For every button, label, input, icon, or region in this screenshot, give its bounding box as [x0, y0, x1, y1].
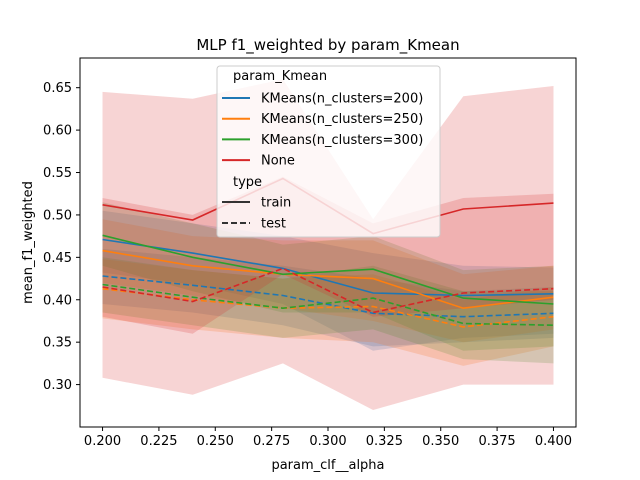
series-line-1 [102, 275, 554, 318]
legend-style-label: train [261, 196, 291, 211]
legend-box [216, 65, 441, 238]
x-tick-label: 0.400 [535, 434, 572, 449]
series-line-2 [102, 249, 554, 310]
band-1 [102, 248, 554, 347]
legend: param_Kmean KMeans(n_clusters=200) KMeans(… [216, 65, 441, 238]
x-tick-label: 0.250 [197, 434, 234, 449]
band-7 [102, 176, 554, 410]
band-3 [102, 259, 554, 366]
legend-label: KMeans(n_clusters=200) [261, 92, 423, 107]
legend-label: None [261, 154, 295, 169]
y-tick-label: 0.35 [43, 336, 72, 351]
series-line-0 [102, 238, 554, 297]
series-line-7 [102, 267, 554, 314]
x-tick-label: 0.225 [140, 434, 177, 449]
y-tick-label: 0.60 [43, 124, 72, 139]
series-line-3 [102, 287, 554, 328]
chart-title: MLP f1_weighted by param_Kmean [196, 36, 459, 55]
x-axis-label: param_clf__alpha [271, 458, 384, 473]
series-lines [102, 177, 554, 328]
y-tick-label: 0.45 [43, 251, 72, 266]
legend-hue-title: param_Kmean [233, 69, 327, 84]
y-tick-label: 0.55 [43, 166, 72, 181]
y-tick-label: 0.30 [43, 378, 72, 393]
y-tick-label: 0.40 [43, 293, 72, 308]
legend-style-title: type [233, 175, 262, 190]
y-axis-label: mean_f1_weighted [21, 181, 36, 304]
x-tick-label: 0.200 [84, 434, 121, 449]
x-tick-label: 0.375 [478, 434, 515, 449]
x-tick-label: 0.325 [366, 434, 403, 449]
band-5 [102, 257, 554, 364]
legend-style-label: test [261, 217, 286, 232]
x-tick-label: 0.350 [422, 434, 459, 449]
series-line-5 [102, 283, 554, 326]
y-tick-label: 0.50 [43, 208, 72, 223]
axes: 0.200 0.225 0.250 0.275 0.300 0.325 0.350 0.375… [43, 57, 577, 449]
legend-label: KMeans(n_clusters=250) [261, 112, 423, 127]
x-tick-label: 0.275 [253, 434, 290, 449]
x-tick-label: 0.300 [309, 434, 346, 449]
y-tick-label: 0.65 [43, 81, 72, 96]
legend-label: KMeans(n_clusters=300) [261, 133, 423, 148]
series-line-4 [102, 234, 554, 305]
